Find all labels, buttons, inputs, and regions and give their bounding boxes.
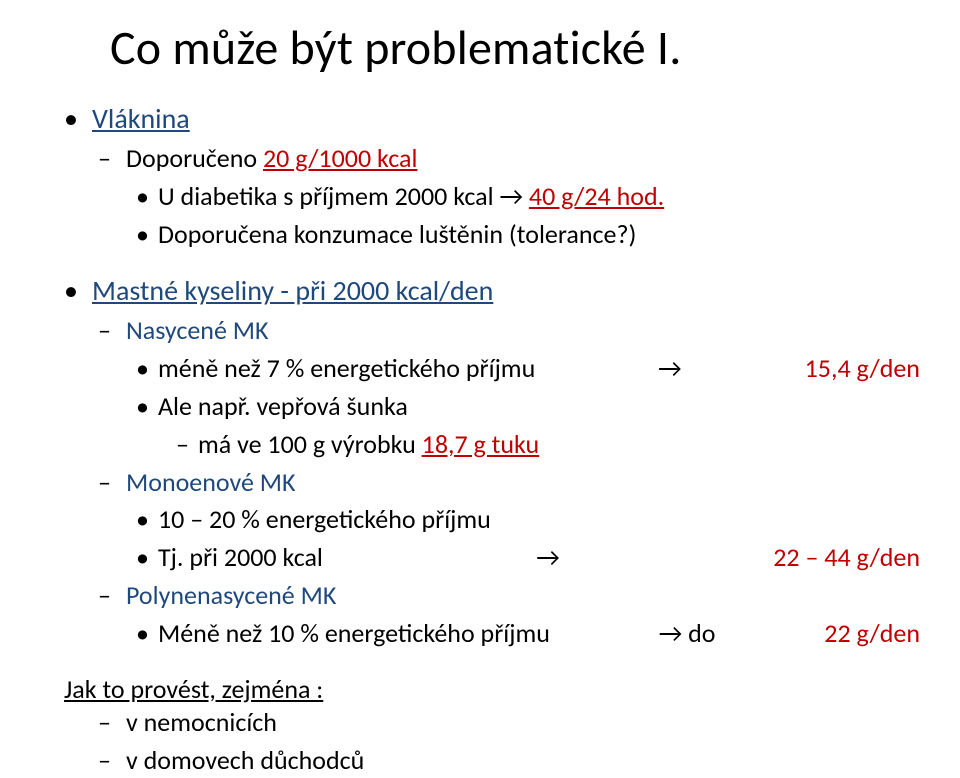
mk-mono-line2: Tj. při 2000 kcal → 22 – 44 g/den xyxy=(136,541,920,575)
footer-list: v nemocnicích v domovech důchodců xyxy=(64,706,920,778)
nasycene-sub-value: 18,7 g tuku xyxy=(422,428,540,460)
vlaknina-rec-value: 20 g/1000 kcal xyxy=(263,142,417,174)
vlaknina-doporuceno: Doporučeno 20 g/1000 kcal xyxy=(98,142,920,176)
mk-mono: Monoenové MK xyxy=(98,466,920,500)
vlaknina-tolerance: Doporučena konzumace luštěnin (tolerance… xyxy=(136,218,920,252)
nasycene-line1-right: 15,4 g/den xyxy=(805,352,920,386)
vlaknina-label: Vláknina xyxy=(92,101,190,136)
poly-line-left: Méně než 10 % energetického příjmu xyxy=(158,617,550,651)
mk-poly-line: Méně než 10 % energetického příjmu → do … xyxy=(136,617,920,651)
poly-line-mid: → do xyxy=(659,617,716,651)
nasycene-line1-arrow: → xyxy=(658,352,682,386)
mk-mono-line1: 10 – 20 % energetického příjmu xyxy=(136,503,920,537)
mk-nasycene-label: Nasycené MK xyxy=(126,314,269,346)
footer-lead-text: Jak to provést, zejména : xyxy=(64,673,323,705)
footer-item-1: v nemocnicích xyxy=(98,706,920,740)
footer-lead: Jak to provést, zejména : xyxy=(64,673,920,707)
content-list: Vláknina Doporučeno 20 g/1000 kcal U dia… xyxy=(64,101,920,651)
mono-line2-arrow: → xyxy=(536,541,560,575)
mk-poly: Polynenasycené MK xyxy=(98,579,920,613)
vlaknina-diab-prefix: U diabetika s příjmem 2000 kcal → xyxy=(158,180,529,212)
mk-heading: Mastné kyseliny - při 2000 kcal/den xyxy=(92,273,493,308)
mk-nasycene-line1: méně než 7 % energetického příjmu → 15,4… xyxy=(136,352,920,386)
mono-line2-right: 22 – 44 g/den xyxy=(773,541,920,575)
mk-nasycene-ale: Ale např. vepřová šunka xyxy=(136,390,920,424)
mk-nasycene-sub: má ve 100 g výrobku 18,7 g tuku xyxy=(176,428,920,462)
poly-line-right: 22 g/den xyxy=(824,617,920,651)
nasycene-sub-prefix: má ve 100 g výrobku xyxy=(198,428,422,460)
footer-item-2: v domovech důchodců xyxy=(98,744,920,778)
mk-poly-label: Polynenasycené MK xyxy=(126,579,336,611)
bullet-vlaknina: Vláknina xyxy=(64,101,920,136)
vlaknina-rec-prefix: Doporučeno xyxy=(126,142,263,174)
vlaknina-diab: U diabetika s příjmem 2000 kcal → 40 g/2… xyxy=(136,180,920,214)
mono-line2-left: Tj. při 2000 kcal xyxy=(158,541,323,575)
vlaknina-diab-value: 40 g/24 hod. xyxy=(529,180,664,212)
slide-title: Co může být problematické I. xyxy=(110,18,920,77)
bullet-mk: Mastné kyseliny - při 2000 kcal/den xyxy=(64,273,920,308)
mk-mono-label: Monoenové MK xyxy=(126,466,296,498)
nasycene-line1-left: méně než 7 % energetického příjmu xyxy=(158,352,535,386)
slide: Co může být problematické I. Vláknina Do… xyxy=(0,0,960,767)
mk-nasycene: Nasycené MK xyxy=(98,314,920,348)
